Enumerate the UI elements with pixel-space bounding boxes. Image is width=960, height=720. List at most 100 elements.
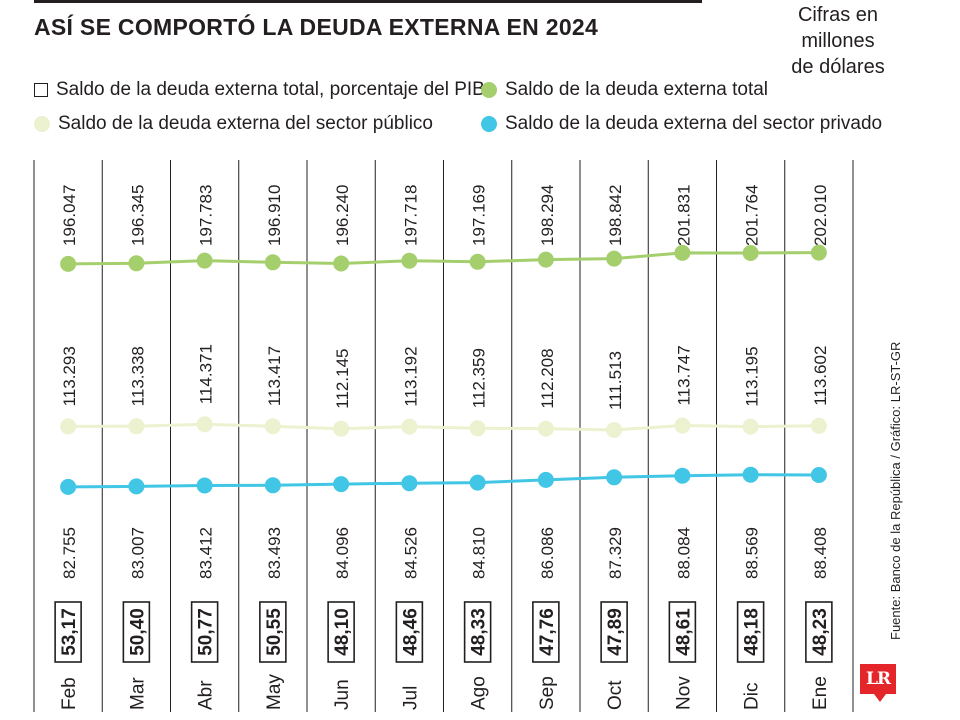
top-rule [34, 0, 702, 3]
point-privado [469, 474, 486, 491]
value-label-publico: 113.417 [265, 346, 284, 406]
pib-percent-box [532, 601, 560, 663]
value-label-total: 202.010 [811, 185, 830, 246]
legend-label-total: Saldo de la deuda externa total [505, 79, 769, 100]
month-tick-label: Sep [537, 676, 558, 710]
series-line-total [68, 251, 819, 266]
point-publico [196, 416, 213, 433]
legend-dot-privado [481, 116, 497, 132]
point-publico [469, 420, 486, 437]
month-tick-label: Oct [605, 680, 626, 710]
legend-dot-total [481, 82, 497, 98]
point-privado [60, 478, 77, 495]
pib-percent-box [54, 601, 82, 663]
value-label-privado: 84.526 [401, 527, 420, 579]
month-tick-label: Jun [332, 679, 353, 710]
month-tick-label: Abr [196, 680, 217, 710]
value-label-privado: 82.755 [60, 527, 79, 579]
value-label-privado: 88.084 [674, 527, 693, 579]
pib-percent-box [736, 601, 765, 663]
pib-percent-box [122, 601, 151, 663]
value-label-total: 197.783 [197, 185, 216, 246]
point-total [264, 254, 281, 271]
month-tick-label: Jul [400, 686, 421, 710]
legend-label-publico: Saldo de la deuda externa del sector púb… [58, 113, 433, 134]
value-label-publico: 113.602 [811, 346, 830, 406]
value-label-publico: 112.145 [333, 349, 352, 409]
point-total [196, 252, 213, 269]
pib-percent-label: 47,76 [537, 608, 558, 656]
point-total [606, 250, 623, 267]
value-label-privado: 88.569 [743, 527, 762, 579]
month-tick-label: Nov [673, 676, 694, 710]
units-line: millones [801, 30, 875, 52]
value-label-privado: 84.810 [470, 527, 489, 579]
pib-percent-label: 50,55 [264, 608, 285, 656]
pib-percent-label: 48,10 [332, 608, 353, 656]
point-total [537, 251, 554, 268]
value-label-total: 196.910 [265, 185, 284, 246]
legend-square-marker [34, 83, 48, 97]
units-note: Cifras en millones de dólares [788, 2, 888, 80]
point-privado [333, 476, 350, 493]
units-line: Cifras en [797, 4, 879, 26]
pib-percent-box [668, 601, 697, 663]
point-publico [60, 418, 77, 435]
pib-percent-box [463, 601, 492, 663]
value-label-publico: 113.293 [60, 346, 79, 406]
pib-percent-box [395, 601, 424, 663]
pib-percent-label: 50,77 [196, 608, 217, 656]
value-label-publico: 114.371 [197, 344, 216, 404]
month-tick-label: Dic [742, 683, 763, 710]
source-note: Fuente: Banco de la República / Gráfico:… [888, 341, 903, 640]
point-publico [128, 418, 145, 435]
legend-item-privado: Saldo de la deuda externa del sector pri… [481, 113, 882, 135]
value-label-total: 197.169 [470, 185, 489, 246]
point-total [742, 245, 759, 261]
legend-item-pib: Saldo de la deuda externa total, porcent… [34, 79, 485, 101]
value-label-privado: 88.408 [811, 527, 830, 579]
point-total [333, 255, 350, 272]
point-total [128, 255, 145, 272]
pib-percent-label: 48,61 [673, 608, 694, 656]
value-label-total: 196.240 [333, 185, 352, 246]
point-publico [401, 418, 418, 435]
series-line-privado [68, 473, 819, 489]
pib-percent-label: 48,23 [810, 608, 831, 656]
legend-item-total: Saldo de la deuda externa total [481, 79, 768, 101]
pib-percent-label: 48,18 [742, 608, 763, 656]
legend-dot-publico [34, 116, 50, 132]
value-label-publico: 112.359 [470, 348, 489, 408]
value-label-privado: 87.329 [606, 527, 625, 579]
pib-percent-label: 48,33 [469, 608, 490, 656]
value-label-publico: 113.747 [674, 345, 693, 405]
pib-percent-label: 50,40 [127, 608, 148, 656]
value-label-publico: 113.195 [743, 346, 762, 406]
point-privado [674, 467, 691, 484]
value-label-privado: 83.493 [265, 527, 284, 579]
point-privado [128, 478, 145, 495]
point-publico [674, 417, 691, 434]
value-label-total: 198.294 [538, 185, 557, 246]
value-label-privado: 83.412 [197, 527, 216, 579]
month-tick-label: May [264, 674, 285, 710]
point-total [674, 244, 691, 261]
point-privado [264, 477, 281, 494]
legend-item-publico: Saldo de la deuda externa del sector púb… [34, 113, 433, 135]
point-privado [196, 477, 213, 494]
value-label-publico: 113.338 [128, 346, 147, 406]
legend-label-privado: Saldo de la deuda externa del sector pri… [505, 113, 883, 134]
value-label-total: 198.842 [606, 185, 625, 246]
point-privado [537, 471, 554, 488]
value-label-total: 196.345 [128, 185, 147, 246]
pib-percent-box [190, 601, 219, 663]
pib-percent-box [805, 601, 833, 663]
chart-title: ASÍ SE COMPORTÓ LA DEUDA EXTERNA EN 2024 [34, 14, 599, 40]
pib-percent-label: 48,46 [400, 608, 421, 656]
pib-percent-label: 47,89 [605, 608, 626, 656]
value-label-total: 201.764 [743, 185, 762, 246]
value-label-privado: 84.096 [333, 527, 352, 579]
point-privado [606, 469, 623, 486]
point-publico [537, 420, 554, 437]
